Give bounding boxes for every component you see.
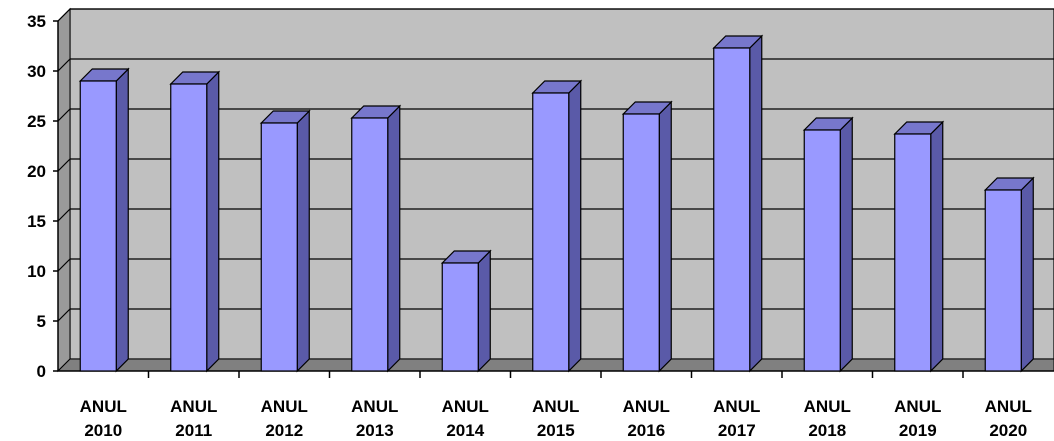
gridline-side <box>57 8 71 22</box>
gridline-side <box>57 258 71 272</box>
bar <box>712 34 764 373</box>
x-tick-label: ANUL 2018 <box>804 397 851 440</box>
x-tick-label: ANUL 2012 <box>261 397 308 440</box>
bar-side <box>387 104 401 373</box>
bar-side <box>839 116 853 373</box>
bar-side <box>206 70 220 373</box>
bar-front <box>441 262 479 372</box>
y-tick-label: 35 <box>27 12 46 31</box>
bar <box>531 79 583 373</box>
bar <box>802 116 854 373</box>
x-tick-label: ANUL 2020 <box>985 397 1032 440</box>
bar-front <box>803 129 841 372</box>
x-tick-label: ANUL 2019 <box>894 397 941 440</box>
side-wall <box>57 7 71 373</box>
x-tick-label: ANUL 2011 <box>170 397 217 440</box>
bar <box>350 104 402 373</box>
bar-front <box>984 189 1022 372</box>
bar-side <box>658 100 672 373</box>
bar-side <box>568 79 582 373</box>
bar <box>893 120 945 373</box>
bar-side <box>115 67 129 373</box>
bar-front <box>260 122 298 372</box>
y-tick-label: 30 <box>27 62 46 81</box>
gridline-side <box>57 308 71 322</box>
x-tick-label: ANUL 2015 <box>532 397 579 440</box>
x-tick-label: ANUL 2010 <box>80 397 127 440</box>
bar-side <box>477 249 491 373</box>
bar-front <box>170 83 208 372</box>
bar <box>169 70 221 373</box>
y-tick-label: 15 <box>27 212 46 231</box>
y-tick-label: 20 <box>27 162 46 181</box>
bar-side <box>296 109 310 373</box>
bar <box>259 109 311 373</box>
x-tick-label: ANUL 2014 <box>442 397 489 440</box>
gridline-side <box>57 108 71 122</box>
gridline-side <box>57 158 71 172</box>
bar <box>983 176 1035 373</box>
bar-front <box>351 117 389 372</box>
bar-front <box>532 92 570 372</box>
bar-front <box>622 113 660 372</box>
bar-front <box>713 47 751 372</box>
bar-side <box>1020 176 1034 373</box>
bar <box>440 249 492 373</box>
gridline-side <box>57 58 71 72</box>
y-tick-label: 5 <box>37 312 46 331</box>
bar <box>78 67 130 373</box>
x-tick-label: ANUL 2016 <box>623 397 670 440</box>
y-tick-label: 10 <box>27 262 46 281</box>
bar-front <box>894 133 932 372</box>
bar <box>621 100 673 373</box>
bar-side <box>930 120 944 373</box>
y-tick-label: 25 <box>27 112 46 131</box>
x-tick-label: ANUL 2017 <box>713 397 760 440</box>
bar-front <box>79 80 117 372</box>
bar-side <box>749 34 763 373</box>
x-tick-label: ANUL 2013 <box>351 397 398 440</box>
gridline-side <box>57 208 71 222</box>
y-tick-label: 0 <box>37 362 46 381</box>
